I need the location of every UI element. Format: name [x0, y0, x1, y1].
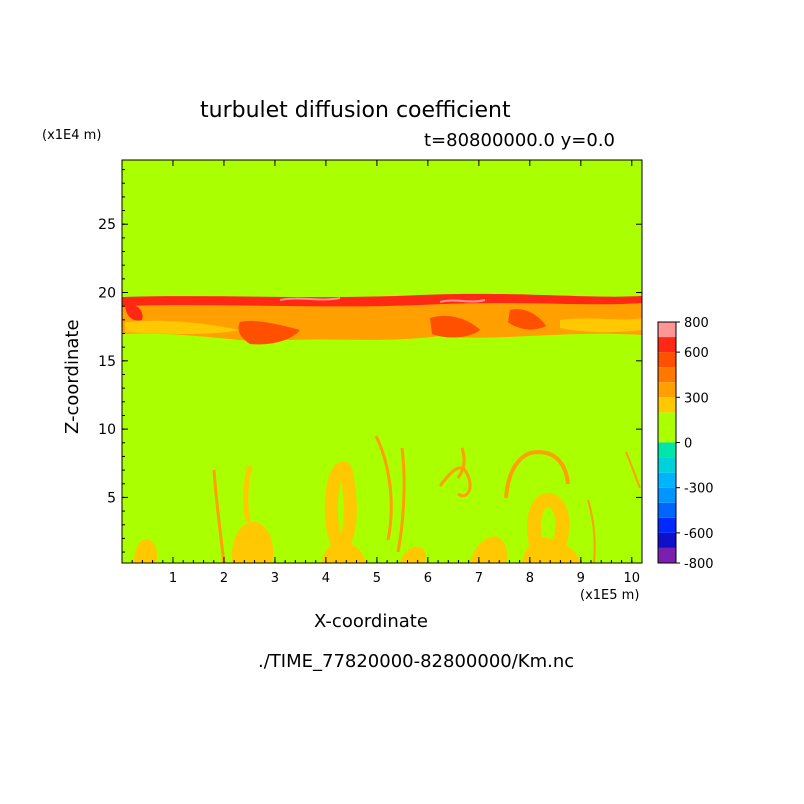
- contour-fields: [122, 293, 642, 563]
- plume-3-thin: [212, 469, 226, 563]
- upper-layer-red-blob-4: [125, 304, 143, 321]
- x-tick-label: 1: [169, 571, 177, 586]
- x-tick-label: 8: [526, 571, 534, 586]
- upper-layer: [122, 293, 642, 345]
- colorbar-level: [658, 367, 676, 383]
- plot-frame: [121, 159, 643, 564]
- plume-8-base: [522, 537, 580, 563]
- plume-4-base: [322, 541, 366, 563]
- plume-2-5-stem: [243, 465, 253, 523]
- plume-5-6: [374, 435, 406, 553]
- colorbar-level: [658, 412, 676, 428]
- colorbar-level: [658, 457, 676, 473]
- colorbar-level: [658, 517, 676, 533]
- plume-6-5-base: [470, 536, 508, 563]
- colorbar-label: 800: [684, 316, 709, 331]
- colorbar-level: [658, 397, 676, 413]
- y-tick-label: 10: [98, 422, 116, 438]
- upper-layer-red-blob-2: [430, 315, 480, 338]
- plume-2-5: [231, 521, 274, 563]
- colorbar-level: [658, 322, 676, 338]
- x-tick-label: 2: [220, 571, 228, 586]
- colorbar-level: [658, 487, 676, 503]
- plume-5-6-base: [400, 546, 426, 563]
- colorbar-level: [658, 382, 676, 398]
- x-tick-label: 9: [577, 571, 585, 586]
- upper-layer-red-blob-1: [238, 320, 300, 345]
- upper-layer-orange-lower-right: [560, 318, 642, 333]
- colorbar-level: [658, 472, 676, 488]
- plume-4-ring: [324, 461, 357, 552]
- x-tick-label: 5: [373, 571, 381, 586]
- colorbar-level: [658, 442, 676, 458]
- upper-layer-red-blob-3: [508, 309, 546, 330]
- y-axis-label: Z-coordinate: [62, 319, 83, 434]
- colorbar-level: [658, 352, 676, 368]
- upper-layer-orange-lower-left: [125, 320, 240, 334]
- file-path-footer: ./TIME_77820000-82800000/Km.nc: [258, 651, 575, 672]
- colorbar-level: [658, 427, 676, 443]
- colorbar-level: [658, 502, 676, 518]
- colorbar-label: 0: [684, 437, 692, 452]
- x-tick-label: 3: [271, 571, 279, 586]
- colorbar-label: -600: [684, 527, 714, 542]
- chart-subtitle: t=80800000.0 y=0.0: [424, 130, 616, 151]
- colorbar-label: 300: [684, 391, 709, 406]
- plume-6-5-hook: [438, 447, 472, 498]
- plume-9-thin: [587, 499, 596, 563]
- colorbar-label: -300: [684, 482, 714, 497]
- y-axis-unit: (x1E4 m): [42, 128, 102, 143]
- plot-area: 1 2 3 4 5 6 7 8 9 10 5 10 15 20 25: [98, 159, 643, 586]
- plume-7-8-arc: [504, 449, 570, 499]
- y-tick-label: 20: [98, 286, 116, 302]
- colorbar-label: 600: [684, 346, 709, 361]
- upper-layer-pink-streak: [279, 297, 486, 303]
- x-tick-label: 6: [424, 571, 432, 586]
- plume-left-base: [134, 539, 158, 563]
- x-tick-label: 7: [475, 571, 483, 586]
- x-axis: 1 2 3 4 5 6 7 8 9 10: [121, 160, 643, 586]
- x-tick-label: 10: [624, 571, 641, 586]
- colorbar-level: [658, 547, 676, 563]
- y-tick-label: 5: [107, 490, 116, 506]
- y-tick-label: 25: [98, 217, 116, 233]
- plot-background: [122, 160, 642, 563]
- colorbar-label: -800: [684, 557, 714, 572]
- y-tick-label: 15: [98, 354, 116, 370]
- y-axis: 5 10 15 20 25: [98, 169, 642, 553]
- chart-title: turbulet diffusion coefficient: [200, 98, 511, 123]
- x-axis-label: X-coordinate: [314, 611, 428, 632]
- x-axis-unit: (x1E5 m): [580, 588, 640, 603]
- colorbar: 800 600 300 0 -300 -600 -800: [657, 316, 714, 572]
- colorbar-level: [658, 532, 676, 548]
- x-tick-label: 4: [322, 571, 330, 586]
- plume-right-edge: [625, 451, 641, 489]
- upper-layer-red-streak: [122, 293, 642, 307]
- colorbar-level: [658, 337, 676, 353]
- lower-plumes: [134, 435, 641, 563]
